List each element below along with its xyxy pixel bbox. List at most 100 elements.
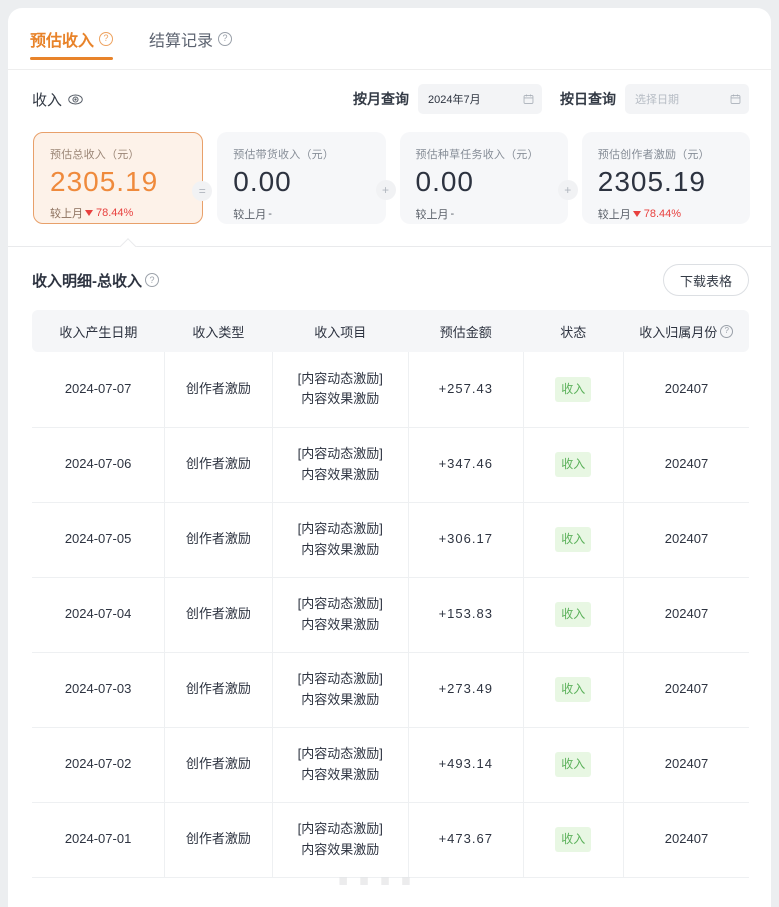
item-line-2: 内容效果激励 (301, 466, 380, 482)
cell-month: 202407 (623, 577, 749, 653)
status-badge: 收入 (555, 752, 592, 777)
kpi-card-ecommerce-income[interactable]: 预估带货收入（元） 0.00 较上月 - + (217, 132, 396, 224)
kpi-title: 预估种草任务收入（元） (415, 149, 539, 161)
item-line-1: [内容动态激励] (297, 596, 383, 612)
table-row[interactable]: 2024-07-07 创作者激励 [内容动态激励] 内容效果激励 +257.43… (32, 352, 749, 428)
cell-amount: +493.14 (408, 727, 524, 803)
kpi-delta: 较上月 78.44% (50, 205, 186, 221)
cell-type: 创作者激励 (164, 502, 273, 578)
item-line-1: [内容动态激励] (297, 371, 383, 387)
month-filter-group: 按月查询 2024年7月 (353, 84, 542, 114)
income-visibility-label: 收入 (32, 89, 83, 110)
item-line-1: [内容动态激励] (297, 671, 383, 687)
cell-item: [内容动态激励] 内容效果激励 (272, 502, 409, 578)
cell-type: 创作者激励 (164, 727, 273, 803)
cell-date: 2024-07-05 (32, 502, 166, 578)
cell-month: 202407 (623, 727, 749, 803)
cell-month: 202407 (623, 352, 749, 428)
detail-title: 收入明细-总收入 ? (32, 270, 159, 291)
table-row[interactable]: 2024-07-03 创作者激励 [内容动态激励] 内容效果激励 +273.49… (32, 652, 749, 728)
cell-amount: +347.46 (408, 427, 524, 503)
item-line-1: [内容动态激励] (297, 446, 383, 462)
kpi-card-seeding-task-income[interactable]: 预估种草任务收入（元） 0.00 较上月 - + (399, 132, 578, 224)
arrow-down-icon (632, 210, 641, 217)
column-header-amount: 预估金额 (408, 310, 524, 352)
kpi-delta-value: 78.44% (96, 207, 134, 220)
question-circle-icon[interactable]: ? (145, 273, 159, 287)
tab-bar: 预估收入 ? 结算记录 ? (8, 8, 771, 70)
cell-month: 202407 (623, 502, 749, 578)
download-table-button[interactable]: 下载表格 (662, 264, 749, 296)
item-line-1: [内容动态激励] (297, 746, 383, 762)
table-row[interactable]: 2024-07-05 创作者激励 [内容动态激励] 内容效果激励 +306.17… (32, 502, 749, 578)
kpi-value: 2305.19 (50, 165, 159, 197)
kpi-card-creator-incentive[interactable]: 预估创作者激励（元） 2305.19 较上月 78.44% (581, 132, 750, 224)
item-line-1: [内容动态激励] (297, 821, 383, 837)
eye-icon[interactable] (68, 92, 83, 107)
kpi-card-total-income[interactable]: 预估总收入（元） 2305.19 较上月 78.44% = (33, 132, 213, 224)
table-row[interactable]: 2024-07-02 创作者激励 [内容动态激励] 内容效果激励 +493.14… (32, 727, 749, 803)
tab-estimated-income[interactable]: 预估收入 ? (30, 8, 114, 70)
table-row[interactable]: 2024-07-01 创作者激励 [内容动态激励] 内容效果激励 +473.67… (32, 802, 749, 878)
cell-item: [内容动态激励] 内容效果激励 (272, 802, 409, 878)
income-detail-table: 收入产生日期 收入类型 收入项目 预估金额 状态 (32, 310, 749, 878)
cell-type: 创作者激励 (164, 577, 273, 653)
cell-amount: +473.67 (408, 802, 524, 878)
column-header-label: 收入产生日期 (59, 324, 138, 340)
kpi-value: 0.00 (233, 166, 292, 197)
kpi-title: 预估带货收入（元） (233, 149, 335, 161)
status-badge: 收入 (555, 527, 592, 552)
table-row[interactable]: 2024-07-04 创作者激励 [内容动态激励] 内容效果激励 +153.83… (32, 577, 749, 653)
operator-plus: + (557, 180, 578, 200)
cell-date: 2024-07-01 (32, 802, 166, 878)
question-circle-icon[interactable]: ? (218, 31, 233, 46)
status-badge: 收入 (555, 677, 592, 702)
cell-item: [内容动态激励] 内容效果激励 (272, 577, 409, 653)
cell-status: 收入 (523, 502, 625, 578)
calendar-icon[interactable] (730, 94, 741, 105)
tab-settlement-records[interactable]: 结算记录 ? (149, 8, 233, 70)
table-row[interactable]: 2024-07-06 创作者激励 [内容动态激励] 内容效果激励 +347.46… (32, 427, 749, 503)
selected-card-connector (8, 224, 771, 258)
divider-line (8, 246, 771, 247)
kpi-delta: 较上月 - (233, 206, 369, 222)
kpi-delta-label: 较上月 (233, 208, 267, 221)
cell-month: 202407 (623, 427, 749, 503)
cell-type: 创作者激励 (164, 802, 273, 878)
table-body: 2024-07-07 创作者激励 [内容动态激励] 内容效果激励 +257.43… (32, 352, 749, 878)
question-circle-icon[interactable]: ? (99, 31, 114, 46)
cell-status: 收入 (523, 427, 625, 503)
column-header-status: 状态 (523, 310, 624, 352)
kpi-value: 0.00 (415, 166, 474, 197)
cell-status: 收入 (523, 352, 625, 428)
table-head: 收入产生日期 收入类型 收入项目 预估金额 状态 (32, 310, 749, 352)
operator-plus: + (375, 180, 396, 200)
kpi-card-row: 预估总收入（元） 2305.19 较上月 78.44% = 预估带货收入（元） … (8, 128, 771, 224)
day-filter-group: 按日查询 选择日期 (560, 84, 749, 114)
question-circle-icon[interactable]: ? (720, 324, 734, 338)
calendar-icon[interactable] (523, 94, 534, 105)
page-root: 预估收入 ? 结算记录 ? 收入 按月查询 2024年7月 (8, 8, 771, 907)
cell-type: 创作者激励 (164, 427, 273, 503)
column-header-label: 状态 (560, 324, 587, 340)
column-header-month: 收入归属月份 ? (623, 310, 749, 352)
cell-type: 创作者激励 (164, 352, 273, 428)
kpi-delta-label: 较上月 (50, 208, 83, 221)
item-line-2: 内容效果激励 (301, 616, 380, 632)
column-header-label: 收入项目 (314, 324, 367, 340)
cell-date: 2024-07-04 (32, 577, 166, 653)
column-header-date: 收入产生日期 (32, 310, 165, 352)
detail-title-text: 收入明细-总收入 (32, 272, 142, 290)
kpi-delta-value: - (450, 207, 455, 220)
column-header-label: 收入归属月份 (639, 324, 718, 340)
status-badge: 收入 (555, 827, 592, 852)
day-filter-caption: 按日查询 (560, 91, 616, 107)
month-picker-input[interactable]: 2024年7月 (418, 84, 542, 114)
day-picker-input[interactable]: 选择日期 (625, 84, 749, 114)
cell-date: 2024-07-07 (32, 352, 166, 428)
kpi-title: 预估创作者激励（元） (597, 149, 710, 161)
kpi-value: 2305.19 (597, 166, 706, 197)
month-picker-value: 2024年7月 (428, 94, 481, 106)
cell-item: [内容动态激励] 内容效果激励 (272, 352, 409, 428)
month-filter-caption: 按月查询 (353, 91, 409, 107)
